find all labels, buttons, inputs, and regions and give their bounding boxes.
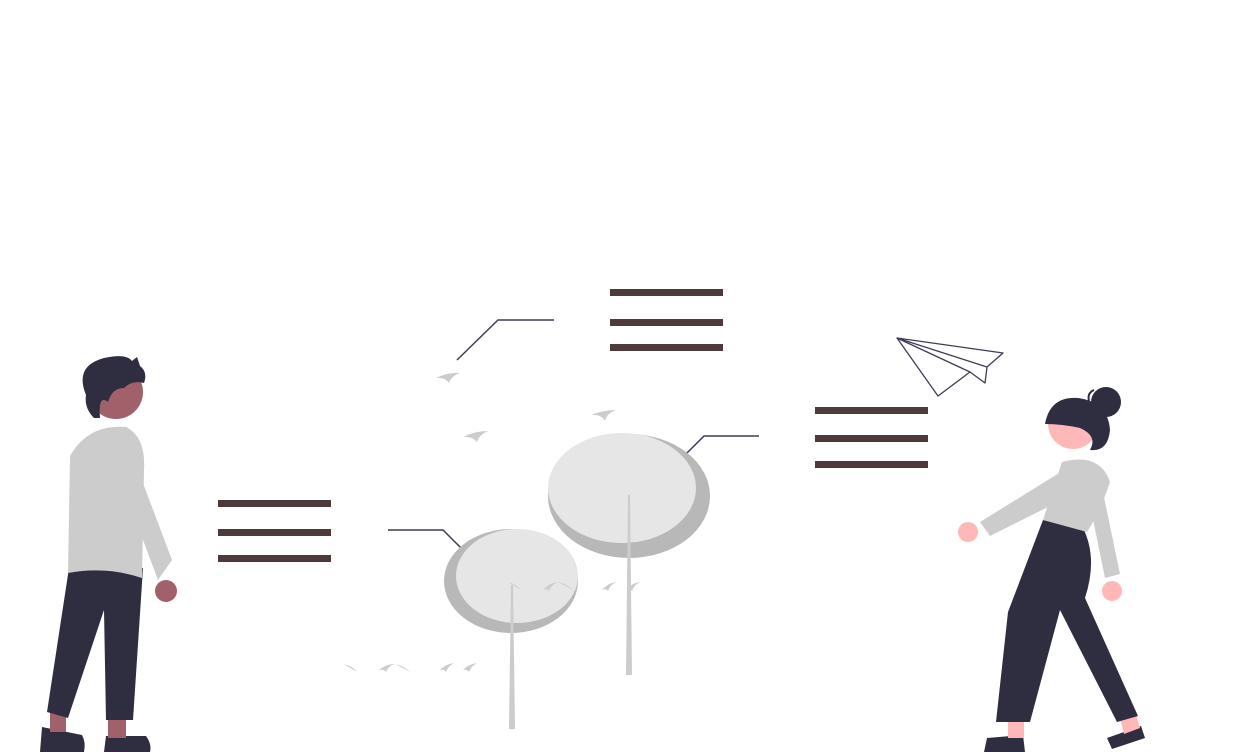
man-hair (82, 356, 146, 418)
bird (602, 582, 616, 591)
woman-hair (1045, 397, 1110, 451)
tree-trunk (626, 495, 632, 675)
text-bar (218, 500, 331, 507)
tree-trunk (509, 585, 515, 729)
text-bar (218, 529, 331, 536)
bird (463, 663, 477, 672)
bird (379, 664, 395, 672)
bird (395, 664, 410, 672)
woman-hair-tie (1087, 389, 1095, 402)
tree-icon (444, 529, 578, 729)
bird (591, 410, 616, 421)
woman-pants (996, 520, 1138, 722)
text-bar (610, 344, 723, 351)
text-bar (610, 319, 723, 326)
woman-arm (980, 470, 1078, 536)
bird (436, 372, 460, 383)
text-bar (815, 407, 928, 414)
bird (626, 582, 640, 591)
tree-icon (548, 433, 710, 675)
man-ankle (108, 716, 126, 738)
paper-plane-body (896, 337, 1004, 397)
woman-hand (1102, 581, 1122, 601)
tree-canopy (548, 433, 696, 543)
person-woman-icon (958, 387, 1145, 752)
bird (543, 582, 558, 591)
bird-icon (344, 372, 640, 672)
woman-shoe (1107, 726, 1145, 749)
text-lines-icon (815, 407, 928, 468)
text-bar (218, 555, 331, 562)
woman-shoe (984, 735, 1025, 752)
man-shoe (104, 736, 151, 752)
leader-line (456, 319, 554, 361)
bird (440, 663, 454, 672)
woman-hand (958, 522, 978, 542)
man-shoe (40, 727, 85, 752)
tree-canopy (456, 529, 578, 623)
paper-plane-icon (896, 337, 1004, 397)
text-bar (815, 461, 928, 468)
person-man-icon (40, 356, 177, 752)
woman-shirt (1043, 459, 1110, 532)
man-hand (155, 580, 177, 602)
man-pants (47, 568, 143, 720)
man-shirt (68, 426, 145, 578)
woman-ankle (1008, 720, 1024, 738)
text-lines-icon (610, 289, 723, 351)
paper-plane-fold (896, 337, 988, 368)
text-lines-icon (218, 500, 331, 562)
woman-hair-bun (1091, 387, 1121, 417)
text-bar (815, 435, 928, 442)
paper-plane-fold (896, 337, 971, 373)
bird (463, 431, 488, 442)
bird (344, 664, 357, 672)
text-bar (610, 289, 723, 296)
